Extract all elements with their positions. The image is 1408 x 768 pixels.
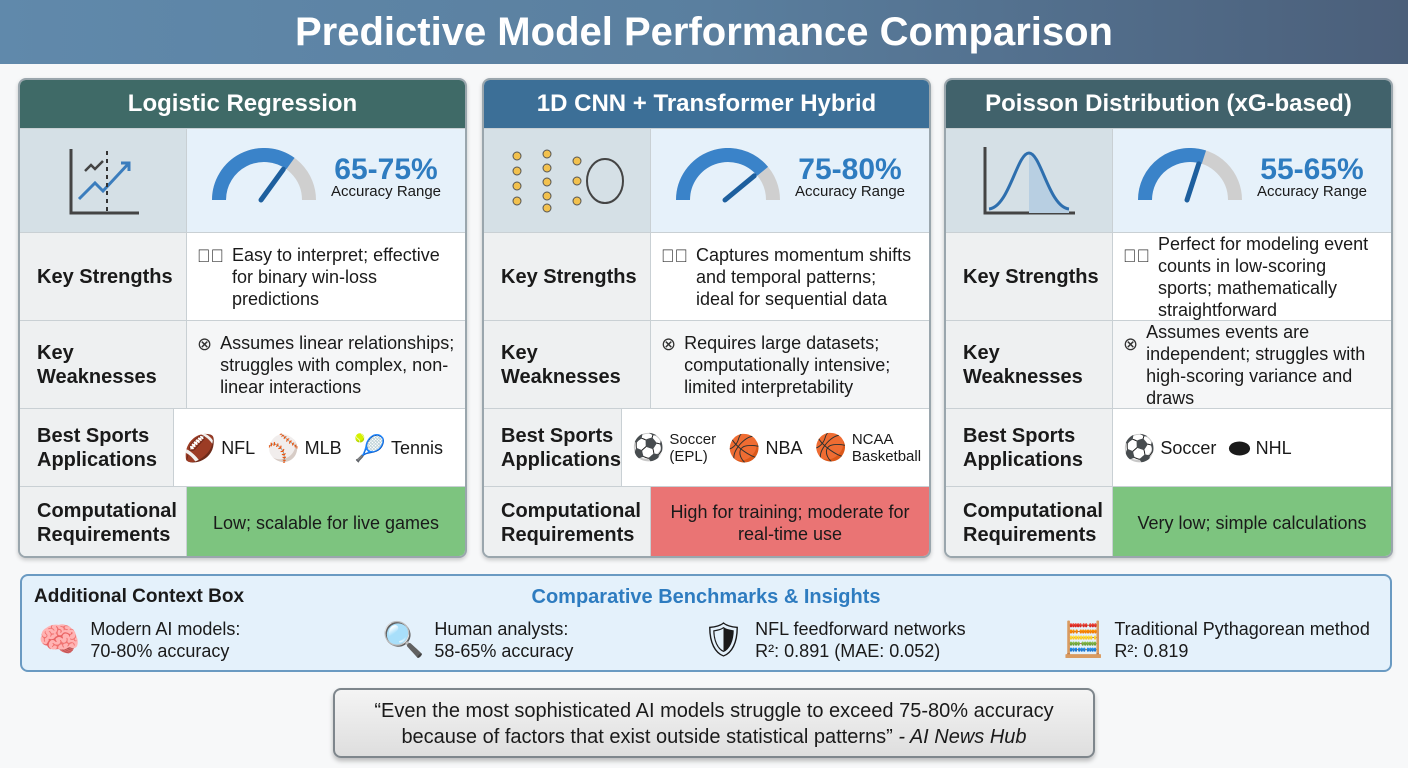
sport-mlb: ⚾ MLB [267,432,342,463]
benchmark-line1: Traditional Pythagorean method [1114,619,1370,639]
row-label: Computational Requirements [20,487,187,556]
compute-text: High for training; moderate for real-tim… [651,487,929,556]
hockey-puck-icon: ⬬ [1228,432,1251,463]
benchmark-item: 🧠 Modern AI models: 70-80% accuracy [38,618,240,662]
sport-soccer-epl-: ⚽ Soccer (EPL) [632,431,716,465]
football-icon: 🏈 [183,432,217,463]
baseball-icon: ⚾ [267,432,300,463]
nfl-shield-icon: 🛡 [702,621,746,659]
weaknesses-text: Assumes events are independent; struggle… [1146,321,1366,408]
calculator-icon: 🧮 [1062,621,1105,659]
context-title: Additional Context Box [34,586,245,607]
sport-nfl: 🏈 NFL [183,432,256,463]
x-circle-icon: ⊗ [1123,334,1139,354]
accuracy-label: Accuracy Range [794,182,906,200]
context-heading: Comparative Benchmarks & Insights [531,586,881,608]
accuracy-value: 65-75% [334,152,438,186]
check-circle-icon: ✓⃝ [1123,246,1150,266]
sport-label: NHL [1255,437,1292,458]
benchmark-line2: R²: 0.891 (MAE: 0.052) [755,641,941,661]
check-circle-icon: ✓⃝ [197,246,224,266]
strengths-text: Captures momentum shifts and temporal pa… [696,244,912,309]
strengths-text: Perfect for modeling event counts in low… [1158,233,1369,320]
sport-label: MLB [304,437,342,458]
model-card: 1D CNN + Transformer Hybrid 75-80% Accurac… [482,78,931,558]
check-circle-icon: ✓⃝ [661,246,688,266]
row-label: Key Strengths [946,233,1113,320]
sport-label: Tennis [390,437,443,458]
row-label: Computational Requirements [946,487,1113,556]
quote-text: “Even the most sophisticated AI models s… [374,700,1054,748]
accuracy-label: Accuracy Range [330,182,442,200]
sport-label: NCAA Basketball [851,430,922,465]
quote-box: “Even the most sophisticated AI models s… [333,688,1095,758]
benchmark-item: 🛡 NFL feedforward networks R²: 0.891 (MAE:… [702,618,966,662]
benchmark-line1: NFL feedforward networks [755,619,966,639]
context-box: Comparative Benchmarks & Insights Additi… [20,574,1392,672]
model-card: Poisson Distribution (xG-based) 55-65% Acc… [944,78,1393,558]
benchmark-line1: Modern AI models: [90,619,241,639]
sport-label: NBA [765,437,803,458]
row-label: Best Sports Applications [946,409,1113,486]
row-label: Key Weaknesses [20,321,187,408]
benchmark-item: 🧮 Traditional Pythagorean method R²: 0.819 [1062,618,1370,662]
gauge-icon [211,148,321,213]
gauge-icon [1137,148,1247,213]
x-circle-icon: ⊗ [197,334,213,354]
compute-text: Very low; simple calculations [1113,487,1391,556]
accuracy-label: Accuracy Range [1256,182,1368,200]
sport-soccer: ⚽ Soccer [1123,432,1217,463]
sport-label: NFL [221,437,256,458]
row-label: Key Weaknesses [946,321,1113,408]
benchmark-line2: R²: 0.819 [1114,641,1189,661]
sport-ncaa-basketball: 🏀 NCAA Basketball [814,431,921,465]
row-label: Key Strengths [484,233,651,320]
line-chart-icon [20,129,187,232]
benchmark-line2: 58-65% accuracy [434,641,574,661]
row-label: Key Strengths [20,233,187,320]
sport-label: Soccer (EPL) [669,430,717,465]
distribution-curve-icon [946,129,1113,232]
strengths-text: Easy to interpret; effective for binary … [232,244,440,309]
model-card: Logistic Regression 65-75% Accuracy Range K… [18,78,467,558]
card-title: Logistic Regression [20,80,465,128]
benchmark-item: 🔍 Human analysts: 58-65% accuracy [382,618,573,662]
basketball-icon: 🏀 [728,432,761,463]
tennis-icon: 🎾 [353,432,386,463]
weaknesses-text: Assumes linear relationships; struggles … [220,332,455,397]
basketball-icon: 🏀 [814,432,847,462]
x-circle-icon: ⊗ [661,334,677,354]
row-label: Key Weaknesses [484,321,651,408]
card-title: Poisson Distribution (xG-based) [946,80,1391,128]
head-magnifier-icon: 🔍 [382,621,425,659]
sport-nhl: ⬬ NHL [1228,432,1292,463]
row-label: Computational Requirements [484,487,651,556]
quote-source: - AI News Hub [898,726,1027,748]
row-label: Best Sports Applications [20,409,174,486]
compute-text: Low; scalable for live games [187,487,465,556]
sport-label: Soccer [1160,437,1217,458]
gauge-icon [675,148,785,213]
accuracy-value: 75-80% [798,152,902,186]
row-label: Best Sports Applications [484,409,623,486]
sport-tennis: 🎾 Tennis [353,432,443,463]
benchmark-line1: Human analysts: [434,619,569,639]
weaknesses-text: Requires large datasets; computationally… [684,332,891,397]
neural-network-icon [484,129,651,232]
page-title: Predictive Model Performance Comparison [0,0,1408,64]
benchmark-line2: 70-80% accuracy [90,641,230,661]
brain-gear-icon: 🧠 [38,621,81,659]
accuracy-value: 55-65% [1260,152,1364,186]
sport-nba: 🏀 NBA [728,432,803,463]
card-title: 1D CNN + Transformer Hybrid [484,80,929,128]
soccer-ball-icon: ⚽ [632,432,665,462]
soccer-ball-icon: ⚽ [1123,432,1156,463]
